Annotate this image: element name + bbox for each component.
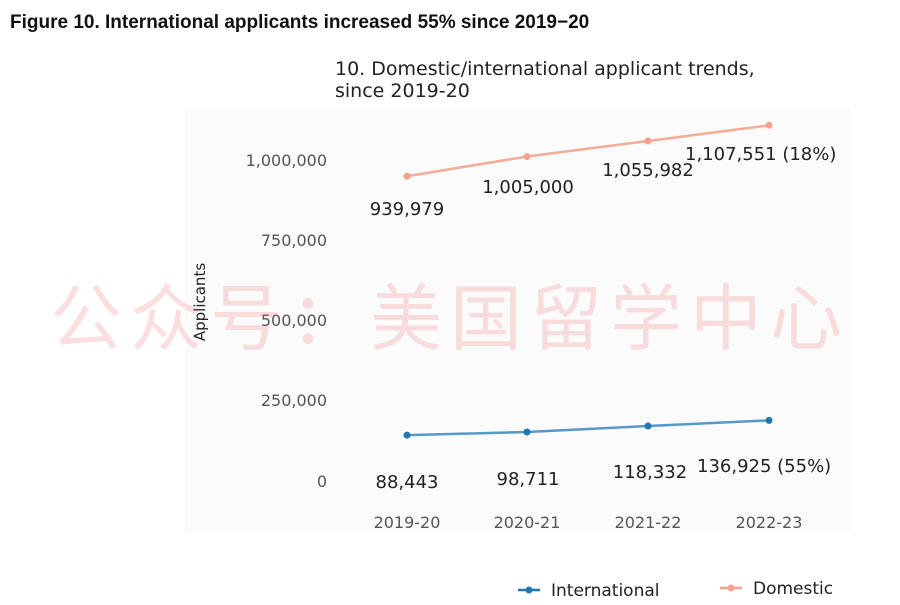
- chart-title: 10. Domestic/international applicant tre…: [335, 58, 755, 102]
- chart-title-line-2: since 2019-20: [335, 80, 470, 102]
- y-axis: 0 250,000 500,000 750,000 1,000,000: [246, 151, 327, 491]
- data-point-international: [403, 431, 411, 439]
- data-point-international: [644, 422, 652, 430]
- legend-item-domestic: Domestic: [720, 579, 833, 599]
- legend-label-international: International: [551, 581, 660, 601]
- watermark: 公众号：美国留学中心: [50, 277, 851, 361]
- chart-title-line-1: 10. Domestic/international applicant tre…: [335, 58, 755, 80]
- data-label-domestic: 1,107,551 (18%): [685, 144, 836, 165]
- y-tick-label: 750,000: [261, 231, 327, 250]
- data-label-international: 88,443: [376, 472, 439, 493]
- data-label-international: 118,332: [613, 462, 687, 483]
- data-point-domestic: [765, 121, 773, 129]
- series-line-international: [406, 419, 770, 437]
- data-label-domestic: 1,055,982: [602, 160, 694, 181]
- data-point-domestic: [644, 137, 652, 145]
- x-tick-label: 2019-20: [374, 513, 441, 532]
- data-point-international: [765, 416, 773, 424]
- legend-marker-international: [525, 586, 533, 594]
- legend-label-domestic: Domestic: [753, 579, 833, 599]
- series-line-domestic: [406, 124, 770, 178]
- figure-title: Figure 10. International applicants incr…: [10, 12, 590, 33]
- x-tick-label: 2020-21: [494, 513, 561, 532]
- x-tick-label: 2021-22: [615, 513, 682, 532]
- y-tick-label: 0: [317, 472, 327, 491]
- y-axis-label: Applicants: [191, 263, 209, 341]
- data-label-domestic: 1,005,000: [482, 177, 574, 198]
- y-tick-label: 1,000,000: [246, 151, 327, 170]
- data-point-international: [523, 428, 531, 436]
- series-group: 88,443 98,711 118,332 136,925 (55%) 939,979 1…: [370, 121, 836, 493]
- data-label-international: 136,925 (55%): [697, 456, 831, 477]
- y-tick-label: 500,000: [261, 311, 327, 330]
- legend-item-international: International: [518, 581, 660, 601]
- x-axis: 2019-20 2020-21 2021-22 2022-23: [374, 513, 803, 532]
- data-label-international: 98,711: [497, 469, 560, 490]
- data-point-domestic: [403, 172, 411, 180]
- legend-marker-domestic: [727, 584, 735, 592]
- legend: International Domestic: [518, 579, 833, 601]
- data-label-domestic: 939,979: [370, 199, 444, 220]
- y-tick-label: 250,000: [261, 391, 327, 410]
- data-point-domestic: [523, 152, 531, 160]
- x-tick-label: 2022-23: [736, 513, 803, 532]
- plot-background: [185, 108, 850, 533]
